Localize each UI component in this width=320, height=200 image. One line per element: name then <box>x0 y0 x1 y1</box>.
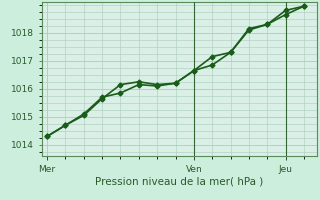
X-axis label: Pression niveau de la mer( hPa ): Pression niveau de la mer( hPa ) <box>95 177 263 187</box>
